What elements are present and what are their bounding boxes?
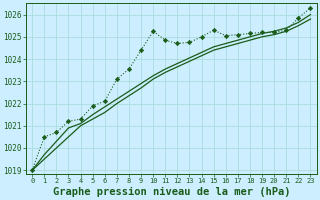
X-axis label: Graphe pression niveau de la mer (hPa): Graphe pression niveau de la mer (hPa) — [52, 186, 290, 197]
